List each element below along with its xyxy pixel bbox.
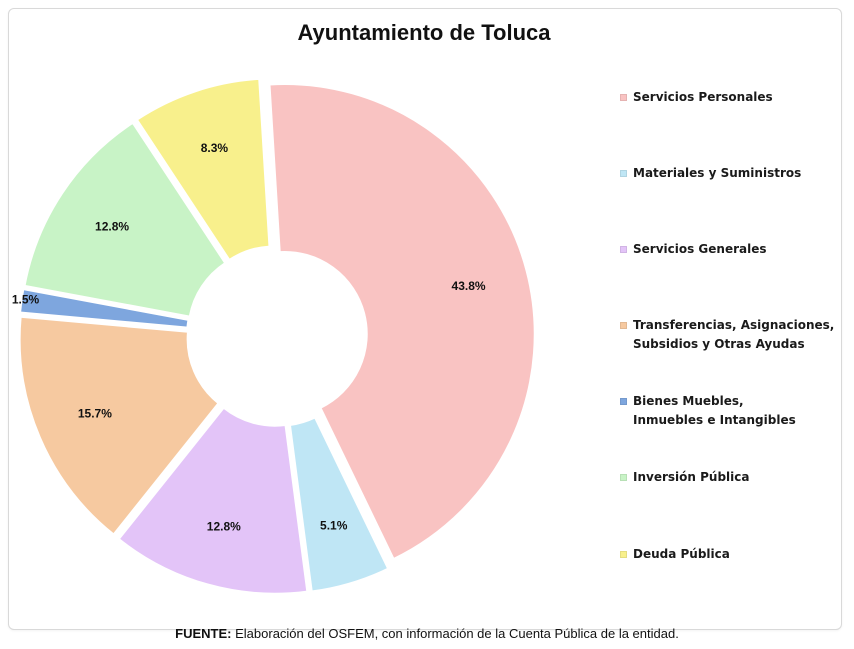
legend-item-transferencias-asignaciones-subsidios-y-otras-ayudas: Transferencias, Asignaciones, Subsidios y… bbox=[620, 316, 834, 354]
slice-servicios-personales bbox=[268, 82, 536, 561]
legend-item-bienes-muebles-inmuebles-e-intangibles: Bienes Muebles, Inmuebles e Intangibles bbox=[620, 392, 796, 430]
legend-item-materiales-y-suministros: Materiales y Suministros bbox=[620, 164, 801, 183]
source-text: Elaboración del OSFEM, con información d… bbox=[231, 626, 679, 641]
data-label-servicios-personales: 43.8% bbox=[452, 279, 486, 293]
legend-swatch bbox=[620, 170, 627, 177]
donut-chart: 43.8% 5.1% 12.8% 15.7% 1.5% 12.8% 8.3% bbox=[12, 77, 536, 595]
legend-item-servicios-generales: Servicios Generales bbox=[620, 240, 767, 259]
slice-inversion-publica bbox=[23, 121, 227, 318]
data-label-materiales-y-suministros: 5.1% bbox=[320, 519, 348, 533]
legend-label: Materiales y Suministros bbox=[633, 166, 802, 180]
source-label: FUENTE: bbox=[175, 626, 232, 641]
legend-swatch bbox=[620, 398, 627, 405]
data-label-bienes-muebles-inmuebles-e-intangibles: 1.5% bbox=[12, 292, 40, 306]
data-label-deuda-publica: 8.3% bbox=[201, 141, 229, 155]
legend-label: Deuda Pública bbox=[633, 547, 730, 561]
legend-label: Servicios Generales bbox=[633, 242, 767, 256]
legend-label: Bienes Muebles, Inmuebles e Intangibles bbox=[633, 394, 796, 427]
legend-label: Transferencias, Asignaciones, Subsidios y… bbox=[633, 318, 835, 351]
legend-item-servicios-personales: Servicios Personales bbox=[620, 88, 773, 107]
chart-title: Ayuntamiento de Toluca bbox=[297, 20, 551, 45]
slice-servicios-generales bbox=[117, 406, 309, 595]
legend-swatch bbox=[620, 322, 627, 329]
legend-label: Inversión Pública bbox=[633, 470, 750, 484]
legend-swatch bbox=[620, 246, 627, 253]
legend-item-deuda-publica: Deuda Pública bbox=[620, 545, 730, 564]
slice-materiales-y-suministros bbox=[288, 416, 390, 593]
legend-swatch bbox=[620, 474, 627, 481]
legend-swatch bbox=[620, 94, 627, 101]
legend-label: Servicios Personales bbox=[633, 90, 773, 104]
slice-transferencias-asignaciones-subsidios-y-otras-ayudas bbox=[18, 315, 220, 536]
source-note: FUENTE: Elaboración del OSFEM, con infor… bbox=[0, 626, 854, 641]
legend-item-inversion-publica: Inversión Pública bbox=[620, 468, 749, 487]
legend-swatch bbox=[620, 551, 627, 558]
data-label-transferencias-asignaciones-subsidios-y-otras-ayudas: 15.7% bbox=[78, 407, 112, 421]
slice-bienes-muebles-inmuebles-e-intangibles bbox=[18, 288, 190, 329]
data-label-inversion-publica: 12.8% bbox=[95, 219, 129, 233]
slice-deuda-publica bbox=[135, 77, 271, 262]
data-label-servicios-generales: 12.8% bbox=[207, 520, 241, 534]
